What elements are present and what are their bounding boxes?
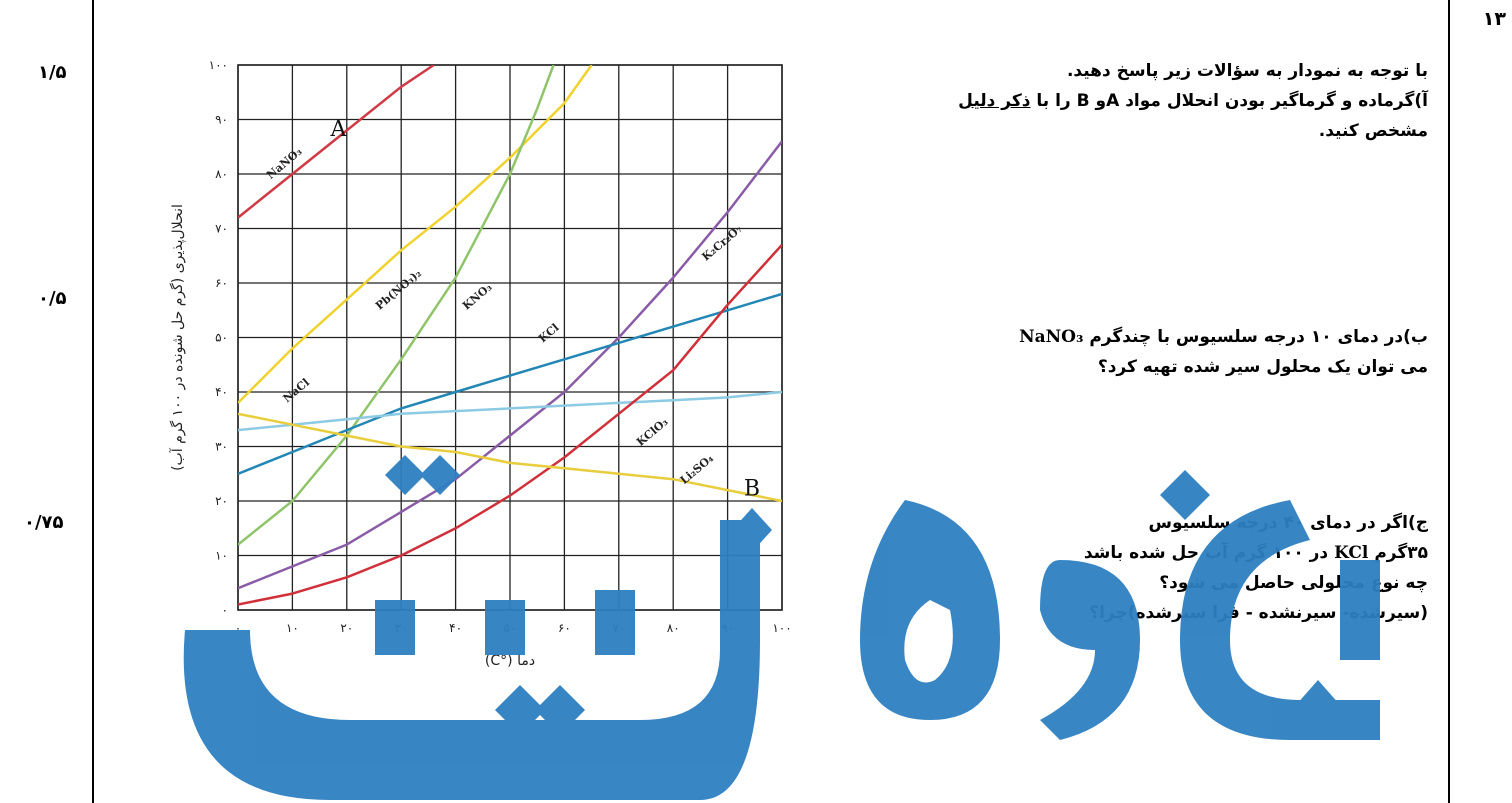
- mark-part-b: ۰/۵: [38, 288, 67, 309]
- watermark-shapes: [183, 455, 1380, 800]
- mark-part-a: ۱/۵: [38, 62, 67, 83]
- part-b-line2: می توان یک محلول سیر شده تهیه کرد؟: [1097, 357, 1428, 377]
- series-line: [238, 292, 782, 475]
- y-tick-label: ۸۰: [215, 167, 228, 181]
- question-part-a: با توجه به نمودار به سؤالات زیر پاسخ دهی…: [868, 56, 1428, 146]
- series-line: [238, 412, 782, 503]
- part-a-text: آ)گرماده و گرماگیر بودن انحلال مواد Aو B…: [868, 86, 1428, 116]
- mark-part-c: ۰/۷۵: [24, 512, 64, 533]
- part-c-pre: ۳۵گرم: [1374, 543, 1428, 563]
- part-a-underline: ذکر دلیل: [958, 91, 1031, 111]
- y-tick-label: ۷۰: [215, 222, 228, 236]
- y-tick-label: ۵۰: [215, 331, 228, 345]
- series-line: [238, 65, 555, 546]
- y-tick-label: ۳۰: [215, 440, 228, 454]
- y-tick-label: ۱۰۰: [209, 58, 228, 72]
- x-tick-label: ۱۰: [286, 621, 299, 635]
- annotation-label: B: [744, 477, 760, 502]
- y-tick-label: ۴۰: [215, 385, 228, 399]
- y-tick-label: ۶۰: [215, 276, 228, 290]
- part-b-formula: NaNO₃: [1019, 327, 1084, 347]
- question-number: ۱۳: [1482, 8, 1506, 30]
- question-intro: با توجه به نمودار به سؤالات زیر پاسخ دهی…: [1066, 61, 1428, 81]
- x-tick-label: ۱۰۰: [772, 621, 791, 635]
- y-tick-label: ۹۰: [215, 113, 228, 127]
- series-line: [238, 140, 782, 590]
- y-tick-label: ۰: [222, 603, 228, 617]
- series-line: [238, 243, 782, 606]
- x-tick-label: ۴۰: [449, 621, 462, 635]
- y-tick-label: ۱۰: [215, 549, 228, 563]
- series-line: [238, 390, 782, 432]
- solubility-chart: ۰۱۰۲۰۳۰۴۰۵۰۶۰۷۰۸۰۹۰۱۰۰۰۱۰۲۰۳۰۴۰۵۰۶۰۷۰۸۰۹…: [169, 58, 792, 669]
- y-axis-label: انحلال‌پذیری (گرم حل شونده در ۱۰۰ گرم آب…: [169, 204, 186, 471]
- part-a-post: مشخص کنید.: [1318, 121, 1428, 141]
- annotation-label: A: [329, 117, 347, 142]
- x-tick-label: ۰: [235, 621, 241, 635]
- part-b-text: ب)در دمای ۱۰ درجه سلسیوس با چندگرم: [1089, 327, 1428, 347]
- series-line: [238, 65, 593, 404]
- x-axis-label: دما (°C): [485, 653, 535, 669]
- x-tick-label: ۲۰: [340, 621, 353, 635]
- y-tick-label: ۲۰: [215, 494, 228, 508]
- part-c-formula: KCl: [1334, 543, 1369, 563]
- series-line: [238, 65, 435, 219]
- x-tick-label: ۸۰: [667, 621, 680, 635]
- right-border-line: [1448, 0, 1450, 803]
- part-b-line1: ب)در دمای ۱۰ درجه سلسیوس با چندگرم NaNO₃: [868, 322, 1428, 352]
- x-tick-label: ۶۰: [558, 621, 571, 635]
- question-part-b: ب)در دمای ۱۰ درجه سلسیوس با چندگرم NaNO₃…: [868, 322, 1428, 382]
- part-a-pre: آ)گرماده و گرماگیر بودن انحلال مواد Aو B…: [1030, 91, 1428, 111]
- left-border-line: [92, 0, 94, 803]
